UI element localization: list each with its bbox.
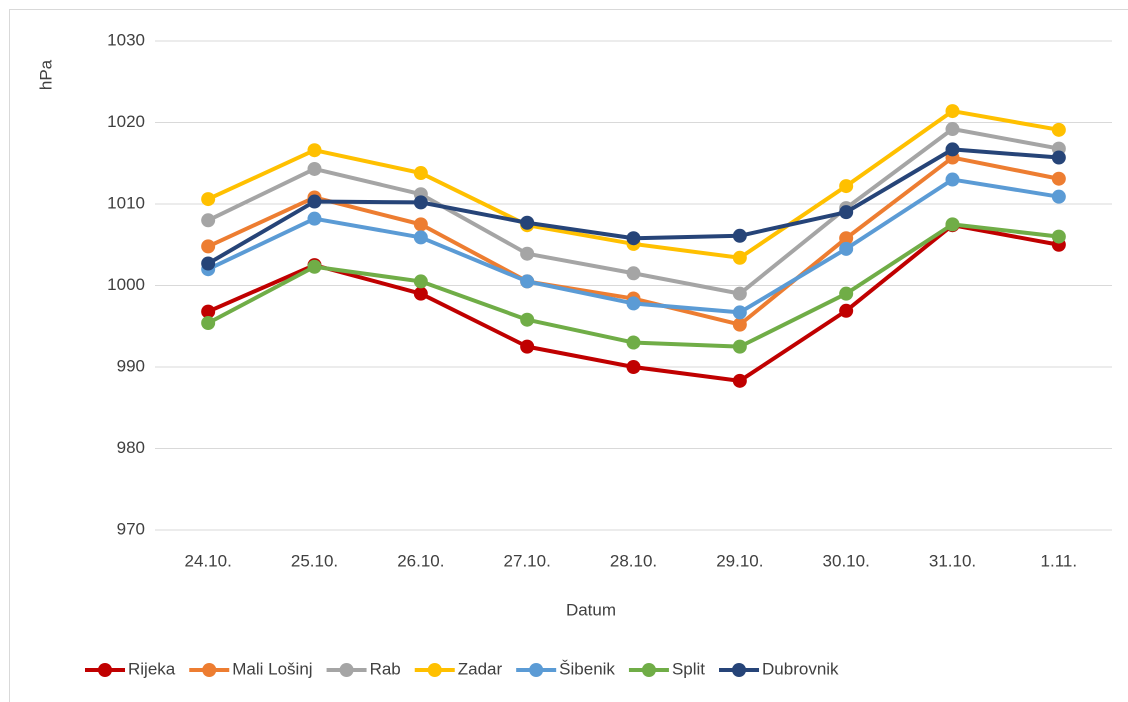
legend-swatch-marker bbox=[529, 663, 544, 677]
point bbox=[626, 360, 641, 374]
point bbox=[413, 286, 428, 301]
y-tick-label: 1000 bbox=[107, 275, 145, 294]
x-tick-label: 30.10. bbox=[823, 551, 870, 570]
point bbox=[413, 274, 428, 289]
point bbox=[732, 317, 747, 332]
legend-swatch-marker bbox=[427, 663, 442, 677]
legend-label: Rijeka bbox=[128, 659, 176, 678]
legend-label: Dubrovnik bbox=[762, 659, 839, 678]
point bbox=[307, 143, 322, 158]
point bbox=[201, 304, 216, 319]
chart-border bbox=[9, 9, 1128, 702]
point bbox=[732, 339, 747, 354]
x-axis-label: Datum bbox=[566, 600, 616, 619]
legend-swatch-marker bbox=[339, 663, 354, 677]
point bbox=[520, 312, 535, 327]
point bbox=[201, 315, 216, 330]
x-tick-label: 29.10. bbox=[716, 551, 763, 570]
point bbox=[839, 303, 854, 318]
point bbox=[839, 231, 854, 246]
point bbox=[307, 161, 322, 176]
x-tick-label: 25.10. bbox=[291, 551, 338, 570]
y-tick-label: 1020 bbox=[107, 112, 145, 131]
point bbox=[413, 166, 428, 181]
point bbox=[201, 192, 216, 207]
y-tick-label: 990 bbox=[117, 356, 145, 375]
point bbox=[839, 241, 854, 256]
point bbox=[839, 179, 854, 194]
point bbox=[201, 239, 216, 254]
point bbox=[1051, 229, 1066, 244]
point bbox=[1051, 122, 1066, 137]
point bbox=[520, 274, 535, 289]
x-tick-label: 26.10. bbox=[397, 551, 444, 570]
point bbox=[307, 211, 322, 226]
point bbox=[413, 217, 428, 232]
legend-swatch-marker bbox=[732, 663, 747, 677]
point bbox=[732, 286, 747, 301]
y-axis-label: hPa bbox=[36, 59, 55, 90]
point bbox=[945, 122, 960, 137]
point bbox=[839, 205, 854, 220]
x-tick-label: 28.10. bbox=[610, 551, 657, 570]
x-tick-label: 27.10. bbox=[504, 551, 551, 570]
legend-label: Split bbox=[672, 659, 705, 678]
legend-label: Rab bbox=[370, 659, 401, 678]
legend-swatch-marker bbox=[98, 663, 112, 677]
point bbox=[1051, 171, 1066, 186]
point bbox=[520, 215, 535, 230]
point bbox=[201, 213, 216, 228]
point bbox=[1051, 189, 1066, 204]
point bbox=[839, 286, 854, 301]
point bbox=[307, 259, 322, 274]
point bbox=[626, 231, 641, 246]
point bbox=[945, 104, 960, 119]
y-tick-label: 970 bbox=[117, 519, 145, 538]
point bbox=[626, 335, 641, 350]
point bbox=[732, 305, 747, 320]
y-tick-label: 1030 bbox=[107, 30, 145, 49]
point bbox=[1051, 150, 1066, 165]
point bbox=[413, 230, 428, 245]
legend-swatch-marker bbox=[202, 663, 217, 677]
point bbox=[520, 246, 535, 261]
y-tick-label: 980 bbox=[117, 438, 145, 457]
legend-swatch-marker bbox=[641, 663, 656, 677]
y-tick-label: 1010 bbox=[107, 193, 145, 212]
point bbox=[307, 194, 322, 209]
x-tick-label: 1.11. bbox=[1041, 551, 1078, 570]
legend-label: Mali Lošinj bbox=[232, 659, 312, 678]
point bbox=[520, 339, 535, 354]
point bbox=[945, 217, 960, 232]
point bbox=[413, 195, 428, 210]
point bbox=[732, 228, 747, 243]
legend-label: Šibenik bbox=[559, 659, 615, 678]
point bbox=[626, 266, 641, 281]
legend-label: Zadar bbox=[458, 659, 503, 678]
x-tick-label: 31.10. bbox=[929, 551, 976, 570]
point bbox=[201, 256, 216, 271]
point bbox=[945, 142, 960, 157]
point bbox=[732, 373, 747, 388]
point bbox=[732, 250, 747, 265]
x-tick-label: 24.10. bbox=[185, 551, 232, 570]
point bbox=[626, 296, 641, 311]
point bbox=[945, 172, 960, 187]
